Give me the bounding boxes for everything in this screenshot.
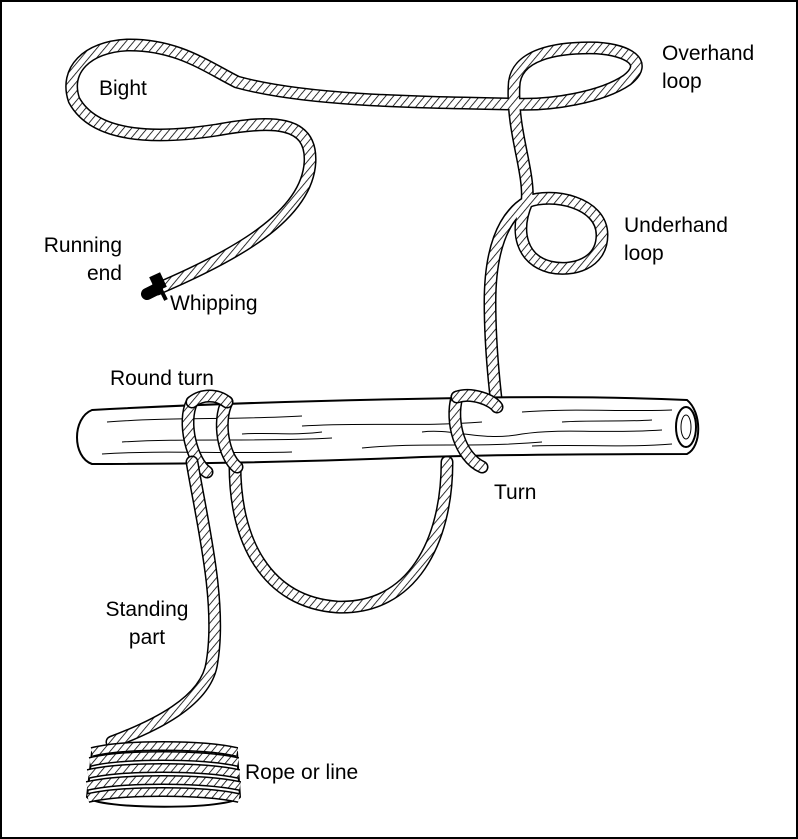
- label-underhand-loop-line-2: loop: [624, 242, 664, 265]
- turn-wrap: [448, 388, 504, 474]
- label-overhand-loop-line-1: Overhand: [662, 42, 755, 65]
- label-standing-part: Standing part: [97, 596, 197, 652]
- label-turn: Turn: [494, 481, 537, 504]
- label-running-end-line-2: end: [86, 262, 122, 285]
- label-bight: Bight: [99, 77, 147, 100]
- label-underhand-loop-line-1: Underhand: [624, 214, 728, 237]
- label-standing-part-line-1: Standing: [105, 598, 189, 621]
- round-turn-wraps: [181, 389, 244, 479]
- rope-upper-section: [65, 38, 643, 414]
- label-whipping: Whipping: [170, 292, 258, 315]
- label-overhand-loop: Overhand loop: [662, 40, 754, 96]
- label-round-turn: Round turn: [110, 367, 214, 390]
- label-running-end-line-1: Running: [43, 234, 122, 257]
- label-rope-or-line: Rope or line: [245, 761, 359, 784]
- label-running-end: Running end: [34, 232, 122, 288]
- standing-part-rope: [105, 455, 222, 749]
- label-overhand-loop-line-2: loop: [662, 70, 702, 93]
- whipping-mark: [141, 272, 168, 301]
- label-standing-part-line-2: part: [128, 626, 166, 649]
- log: [76, 396, 700, 466]
- rope-coil: [85, 741, 242, 808]
- rope-hanging-bight: [228, 455, 454, 614]
- label-underhand-loop: Underhand loop: [624, 212, 728, 268]
